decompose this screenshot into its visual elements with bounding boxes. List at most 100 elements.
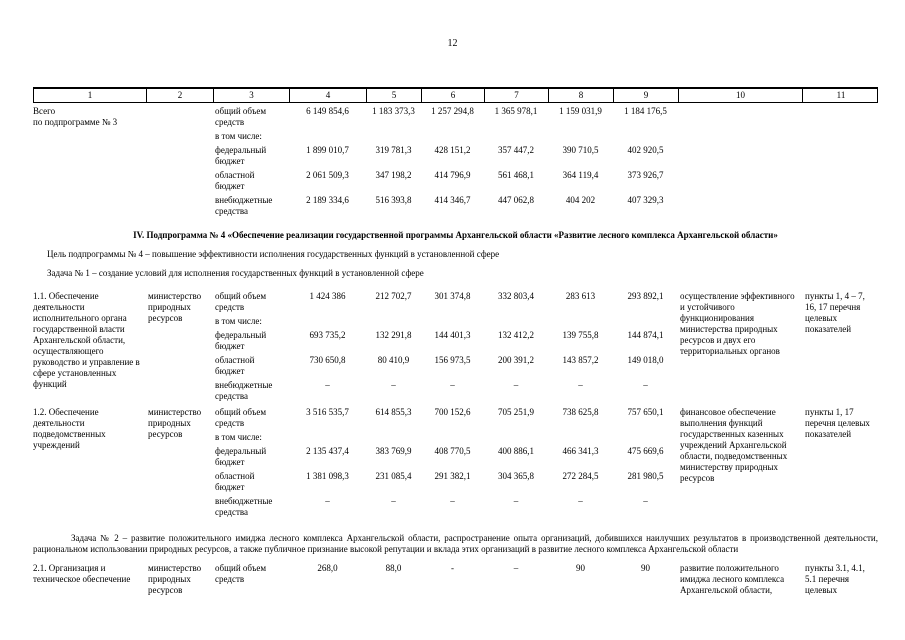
budget-lines: общий объем средств 3 516 535,7 614 855,3… (213, 407, 678, 521)
measure-row-1-2: 1.2. Обеспечение деятельности подведомст… (33, 407, 878, 521)
budget-type-label: федеральный бюджет (215, 446, 267, 467)
task-2-paragraph: Задача № 2 – развитие положительного ими… (33, 533, 878, 554)
value-cell: 705 251,9 (498, 407, 534, 417)
expected-results: финансовое обеспечение выполнения функци… (680, 407, 788, 483)
value-cell: – (643, 496, 648, 506)
value-cell: 1 899 010,7 (306, 145, 349, 155)
budget-type-label: общий объем средств (215, 106, 267, 127)
value-cell: 132 291,8 (375, 330, 412, 340)
budget-type-label: в том числе: (215, 432, 262, 442)
row-title: 1.1. Обеспечение деятельности исполнител… (33, 291, 140, 389)
table-header-row: 1 2 3 4 5 6 7 8 9 10 11 (33, 87, 878, 103)
budget-line-extra: внебюджетные средства – – – – – – (213, 496, 678, 518)
budget-line-regional: областной бюджет 1 381 098,3 231 085,4 291… (213, 471, 678, 493)
value-cell: – (450, 496, 455, 506)
value-cell: – (578, 380, 583, 390)
value-cell: 139 755,8 (562, 330, 599, 340)
value-cell: 414 796,9 (434, 170, 471, 180)
value-cell: 383 769,9 (375, 446, 412, 456)
expected-results: осуществление эффективного и устойчивого… (680, 291, 795, 356)
value-cell: – (513, 563, 519, 573)
value-cell: 1 184 176,5 (624, 106, 667, 116)
budget-type-label: внебюджетные средства (215, 380, 273, 401)
row-title: 2.1. Организация и техническое обеспечен… (33, 563, 131, 584)
subprogram-3-total-row: Всего по подпрограмме № 3 общий объем ср… (33, 106, 878, 220)
value-cell: – (391, 380, 396, 390)
task-1-line: Задача № 1 – создание условий для исполн… (47, 268, 424, 278)
header-cell-4: 4 (290, 89, 367, 102)
budget-type-label: общий объем средств (215, 563, 267, 584)
value-cell: 1 381 098,3 (306, 471, 349, 481)
value-cell: 80 410,9 (377, 355, 410, 365)
value-cell: 730 650,8 (309, 355, 346, 365)
budget-line-federal: федеральный бюджет 693 735,2 132 291,8 144… (213, 330, 678, 352)
budget-lines: общий объем средств 1 424 386 212 702,7 30… (213, 291, 678, 405)
budget-type-label: общий объем средств (215, 407, 267, 428)
header-cell-9: 9 (614, 89, 679, 102)
value-cell: 693 735,2 (309, 330, 346, 340)
value-cell: – (325, 496, 330, 506)
value-cell: 1 159 031,9 (559, 106, 602, 116)
page-number: 12 (447, 38, 458, 49)
budget-type-label: федеральный бюджет (215, 330, 267, 351)
value-cell: 447 062,8 (498, 195, 534, 205)
value-cell: – (643, 380, 648, 390)
value-cell: – (513, 496, 519, 506)
budget-type-label: областной бюджет (215, 471, 255, 492)
value-cell: 614 855,3 (375, 407, 412, 417)
value-cell: 402 920,5 (627, 145, 664, 155)
budget-lines: общий объем средств 6 149 854,6 1 183 373… (213, 106, 678, 220)
value-cell: 475 669,6 (627, 446, 664, 456)
value-cell: 1 183 373,3 (372, 106, 415, 116)
value-cell: 281 980,5 (627, 471, 664, 481)
value-cell: 90 (641, 563, 650, 573)
executor: министерство природных ресурсов (148, 291, 202, 323)
value-cell: 212 702,7 (375, 291, 412, 301)
budget-line-including: в том числе: (213, 432, 678, 443)
budget-type-label: внебюджетные средства (215, 496, 273, 517)
target-indicators: пункты 1, 4 – 7, 16, 17 перечня целевых … (805, 291, 865, 334)
budget-type-label: общий объем средств (215, 291, 267, 312)
budget-type-label: областной бюджет (215, 170, 255, 191)
executor: министерство природных ресурсов (148, 563, 202, 595)
value-cell: 738 625,8 (562, 407, 599, 417)
target-indicators: пункты 3.1, 4.1, 5.1 перечня целевых (805, 563, 865, 595)
value-cell: 332 803,4 (498, 291, 534, 301)
value-cell: 561 468,1 (498, 170, 534, 180)
value-cell: – (513, 380, 519, 390)
value-cell: 6 149 854,6 (306, 106, 349, 116)
section-iv-heading: IV. Подпрограмма № 4 «Обеспечение реализ… (133, 230, 778, 240)
goal-line: Цель подпрограммы № 4 – повышение эффект… (47, 249, 500, 259)
value-cell: 2 135 437,4 (306, 446, 349, 456)
measure-row-1-1: 1.1. Обеспечение деятельности исполнител… (33, 291, 878, 405)
value-cell: 466 341,3 (562, 446, 599, 456)
value-cell: 428 151,2 (434, 145, 471, 155)
value-cell: 283 613 (565, 291, 596, 301)
header-cell-3: 3 (214, 89, 290, 102)
row-title: Всего по подпрограмме № 3 (33, 106, 118, 127)
value-cell: 301 374,8 (434, 291, 471, 301)
value-cell: 291 382,1 (434, 471, 471, 481)
value-cell: 132 412,2 (498, 330, 534, 340)
value-cell: 149 018,0 (627, 355, 664, 365)
value-cell: 293 892,1 (627, 291, 664, 301)
value-cell: 404 202 (565, 195, 596, 205)
value-cell: 407 329,3 (627, 195, 664, 205)
value-cell: – (450, 380, 455, 390)
value-cell: – (578, 496, 583, 506)
value-cell: 231 085,4 (375, 471, 412, 481)
value-cell: 1 257 294,8 (431, 106, 474, 116)
value-cell: 390 710,5 (562, 145, 599, 155)
budget-line-extra: внебюджетные средства – – – – – – (213, 380, 678, 402)
program-table: 1 2 3 4 5 6 7 8 9 10 11 Всего по подпрог… (33, 87, 878, 596)
value-cell: 357 447,2 (498, 145, 534, 155)
value-cell: 268,0 (317, 563, 338, 573)
header-cell-7: 7 (485, 89, 549, 102)
header-cell-10: 10 (679, 89, 803, 102)
measure-row-2-1: 2.1. Организация и техническое обеспечен… (33, 563, 878, 596)
value-cell: 373 926,7 (627, 170, 664, 180)
value-cell: 200 391,2 (498, 355, 534, 365)
value-cell: 408 770,5 (434, 446, 471, 456)
value-cell: 144 401,3 (434, 330, 471, 340)
